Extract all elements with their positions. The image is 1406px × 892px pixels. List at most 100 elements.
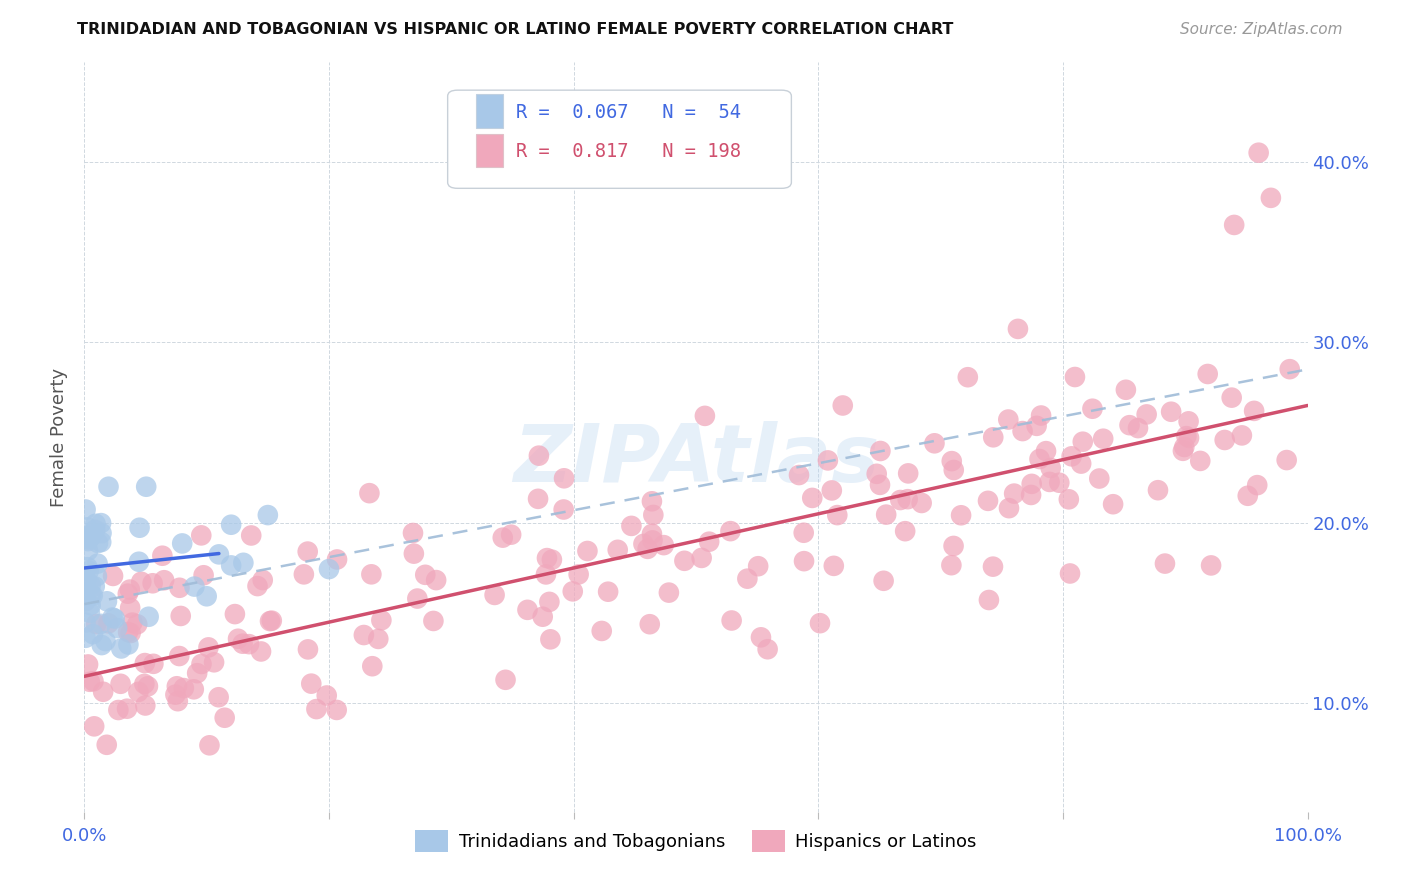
Point <box>224 607 246 621</box>
Point <box>538 632 561 647</box>
Point <box>107 703 129 717</box>
Point <box>96 738 118 752</box>
Point <box>1115 383 1137 397</box>
Point <box>226 632 249 646</box>
Point <box>1160 405 1182 419</box>
Point <box>82 589 104 603</box>
Point <box>120 626 142 640</box>
Point <box>75 502 97 516</box>
Y-axis label: Female Poverty: Female Poverty <box>51 368 69 507</box>
Point <box>1243 404 1265 418</box>
Point <box>1199 558 1222 573</box>
Point <box>79 674 101 689</box>
Point <box>190 528 212 542</box>
Point <box>516 603 538 617</box>
Bar <box>475 94 503 128</box>
Point <box>134 656 156 670</box>
Point <box>638 617 661 632</box>
Point <box>527 449 550 463</box>
Point <box>193 568 215 582</box>
Legend: Trinidadians and Tobagonians, Hispanics or Latinos: Trinidadians and Tobagonians, Hispanics … <box>408 822 984 859</box>
Point <box>104 611 127 625</box>
Point <box>361 659 384 673</box>
Point <box>208 690 231 705</box>
Point <box>82 674 104 689</box>
Point <box>1136 408 1159 422</box>
Point <box>553 471 575 485</box>
Point <box>793 525 815 540</box>
Point <box>138 609 160 624</box>
Point <box>641 494 664 508</box>
Point <box>117 625 139 640</box>
Point <box>553 502 575 516</box>
Point <box>693 409 716 423</box>
Point <box>756 642 779 657</box>
Point <box>1189 454 1212 468</box>
Point <box>1059 566 1081 581</box>
Point <box>318 562 340 576</box>
Point <box>1178 431 1201 445</box>
Point <box>183 580 205 594</box>
Point <box>541 552 564 566</box>
Point <box>252 573 274 587</box>
Point <box>633 537 655 551</box>
Point <box>598 584 620 599</box>
Point <box>817 453 839 467</box>
Point <box>1007 322 1029 336</box>
Point <box>190 657 212 671</box>
Point <box>720 614 742 628</box>
Point <box>1177 414 1199 428</box>
Point <box>75 574 97 588</box>
Point <box>129 574 152 589</box>
Point <box>101 610 124 624</box>
Point <box>360 567 382 582</box>
Point <box>977 493 1000 508</box>
Point <box>801 491 824 505</box>
Point <box>1220 391 1243 405</box>
Point <box>527 491 550 506</box>
Point <box>875 508 897 522</box>
Point <box>76 560 98 574</box>
Point <box>536 551 558 566</box>
Point <box>869 478 891 492</box>
Point <box>76 530 98 544</box>
Point <box>1071 434 1094 449</box>
Point <box>202 655 225 669</box>
Point <box>1260 191 1282 205</box>
Point <box>240 528 263 542</box>
Point <box>576 544 599 558</box>
Point <box>1236 489 1258 503</box>
Point <box>1278 362 1301 376</box>
Point <box>1197 367 1219 381</box>
Point <box>1118 418 1140 433</box>
Point <box>977 593 1000 607</box>
Point <box>134 677 156 691</box>
Point <box>134 698 156 713</box>
Point <box>652 538 675 552</box>
Point <box>153 573 176 587</box>
Point <box>173 681 195 695</box>
Point <box>80 578 103 592</box>
Point <box>76 534 98 549</box>
Point <box>79 598 101 612</box>
Point <box>872 574 894 588</box>
Point <box>942 463 965 477</box>
Point <box>981 559 1004 574</box>
Point <box>1171 443 1194 458</box>
Point <box>998 501 1021 516</box>
Text: Source: ZipAtlas.com: Source: ZipAtlas.com <box>1180 22 1343 37</box>
Point <box>1002 486 1025 500</box>
Point <box>250 644 273 658</box>
Point <box>641 533 664 548</box>
Point <box>697 534 720 549</box>
Point <box>128 555 150 569</box>
Point <box>75 631 97 645</box>
Point <box>823 558 845 573</box>
Point <box>110 641 132 656</box>
Point <box>1126 421 1149 435</box>
Point <box>80 530 103 544</box>
Point <box>1088 471 1111 485</box>
Point <box>1011 424 1033 438</box>
Point <box>117 587 139 601</box>
Point <box>75 573 97 587</box>
